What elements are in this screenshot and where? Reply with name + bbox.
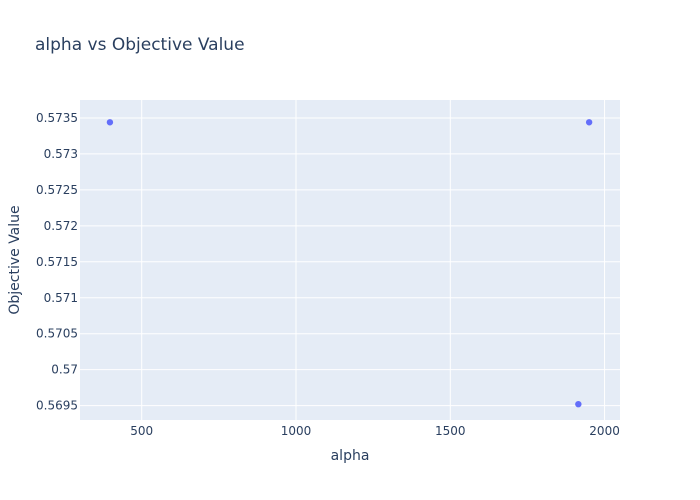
chart-title: alpha vs Objective Value <box>35 35 245 55</box>
x-tick-label: 1500 <box>435 424 466 438</box>
y-tick-label: 0.5705 <box>36 327 78 341</box>
y-tick-label: 0.572 <box>44 219 78 233</box>
y-tick-label: 0.57 <box>51 363 78 377</box>
x-axis-title: alpha <box>331 448 370 464</box>
y-tick-label: 0.5735 <box>36 111 78 125</box>
x-tick-label: 500 <box>130 424 153 438</box>
y-axis-title: Objective Value <box>7 205 23 314</box>
y-tick-label: 0.5715 <box>36 255 78 269</box>
y-tick-label: 0.5725 <box>36 183 78 197</box>
x-gridlines <box>141 100 606 420</box>
x-tick-label: 2000 <box>589 424 620 438</box>
data-points <box>106 119 593 408</box>
data-point[interactable] <box>106 119 114 126</box>
y-axis-ticks: 0.5695 0.57 0.5705 0.571 0.5715 0.572 0.5725 0.… <box>36 111 78 413</box>
y-tick-label: 0.5695 <box>36 399 78 413</box>
x-tick-label: 1000 <box>281 424 312 438</box>
y-tick-label: 0.573 <box>44 147 78 161</box>
data-point[interactable] <box>585 119 593 126</box>
x-axis-ticks: 500 1000 1500 2000 <box>130 424 620 438</box>
plot-area <box>80 100 620 420</box>
y-gridlines <box>80 117 620 407</box>
y-tick-label: 0.571 <box>44 291 78 305</box>
data-point[interactable] <box>575 400 582 408</box>
